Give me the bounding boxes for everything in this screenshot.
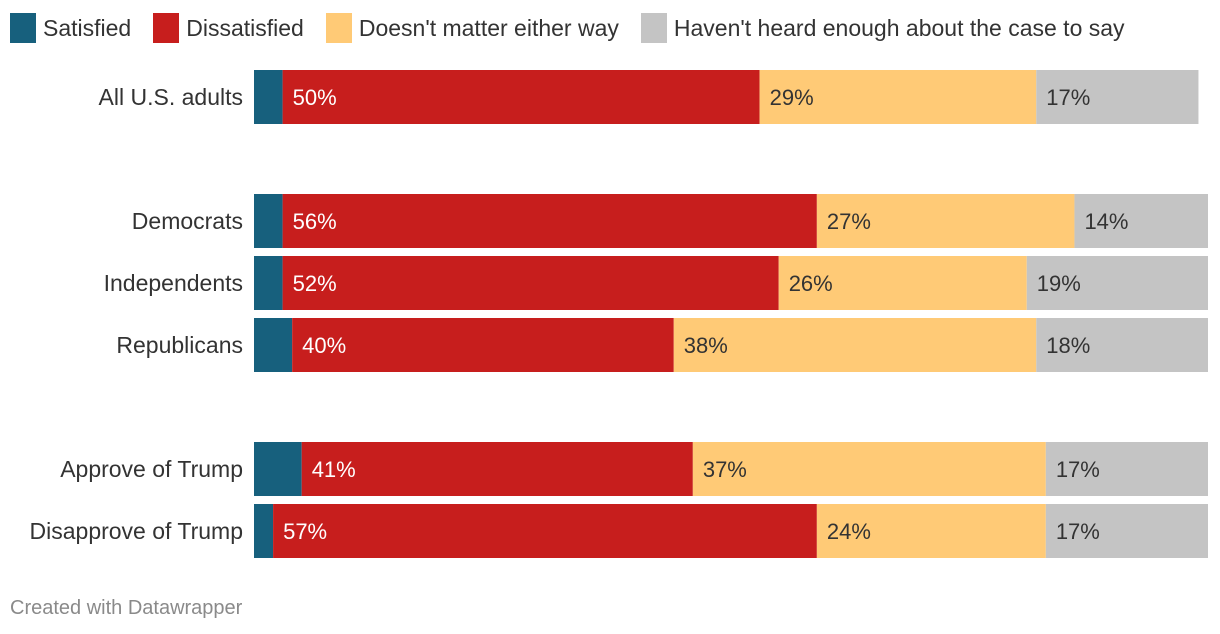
bar-segment-satisfied [254, 70, 283, 124]
bar-segment-haven-t-heard-enough-about-the-case-to-say [1074, 194, 1208, 248]
bar-segment-dissatisfied [282, 256, 779, 310]
legend-item-3: Haven't heard enough about the case to s… [640, 13, 1125, 43]
category-label: Republicans [116, 332, 243, 358]
legend-label: Haven't heard enough about the case to s… [673, 14, 1125, 41]
bar-segment-dissatisfied [282, 70, 760, 124]
data-label: 17% [1056, 457, 1100, 482]
bar-segment-doesn-t-matter-either-way [816, 194, 1075, 248]
bar-segment-doesn-t-matter-either-way [816, 504, 1046, 558]
bar-segment-satisfied [254, 442, 302, 496]
stacked-bar-chart: All U.S. adults 50% 29% 17% Democrats 56% 27% 1… [30, 70, 1208, 558]
category-label: Disapprove of Trump [30, 518, 243, 544]
bar-segment-haven-t-heard-enough-about-the-case-to-say [1036, 318, 1208, 372]
bar-segment-doesn-t-matter-either-way [759, 70, 1037, 124]
data-label: 41% [312, 457, 356, 482]
legend-item-1: Dissatisfied [153, 13, 304, 43]
bar-segment-haven-t-heard-enough-about-the-case-to-say [1045, 504, 1208, 558]
data-label: 56% [293, 209, 337, 234]
data-label: 37% [703, 457, 747, 482]
data-label: 40% [302, 333, 346, 358]
bar-segment-haven-t-heard-enough-about-the-case-to-say [1045, 442, 1208, 496]
bar-segment-haven-t-heard-enough-about-the-case-to-say [1036, 70, 1199, 124]
bar-segment-satisfied [254, 256, 283, 310]
legend-swatch [10, 13, 36, 43]
data-label: 52% [293, 271, 337, 296]
legend-swatch [153, 13, 180, 43]
category-label: Independents [104, 270, 243, 296]
legend-label: Dissatisfied [186, 14, 304, 41]
bar-segment-haven-t-heard-enough-about-the-case-to-say [1026, 256, 1208, 310]
footer-credit: Created with Datawrapper [10, 597, 243, 619]
category-label: Approve of Trump [60, 456, 243, 482]
bar-segment-satisfied [254, 318, 293, 372]
legend-swatch [640, 13, 667, 43]
bar-segment-dissatisfied [282, 194, 817, 248]
data-label: 18% [1046, 333, 1090, 358]
data-label: 19% [1037, 271, 1081, 296]
chart-legend: Satisfied Dissatisfied Doesn't matter eith… [10, 12, 1147, 44]
data-label: 14% [1084, 209, 1128, 234]
legend-item-2: Doesn't matter either way [325, 13, 619, 43]
bar-segment-satisfied [254, 504, 274, 558]
category-label: All U.S. adults [99, 84, 243, 110]
bar-segment-dissatisfied [301, 442, 693, 496]
data-label: 17% [1046, 85, 1090, 110]
bar-segment-dissatisfied [292, 318, 674, 372]
legend-swatch [325, 13, 352, 43]
legend-item-0: Satisfied [10, 13, 131, 43]
bar-segment-doesn-t-matter-either-way [692, 442, 1046, 496]
legend-label: Satisfied [43, 14, 132, 41]
bar-segment-doesn-t-matter-either-way [778, 256, 1027, 310]
category-label: Democrats [132, 208, 243, 234]
data-label: 38% [684, 333, 728, 358]
bar-segment-satisfied [254, 194, 283, 248]
data-label: 17% [1056, 519, 1100, 544]
data-label: 26% [789, 271, 833, 296]
bar-segment-dissatisfied [273, 504, 817, 558]
data-label: 24% [827, 519, 871, 544]
data-label: 29% [770, 85, 814, 110]
legend-label: Doesn't matter either way [358, 14, 619, 41]
data-label: 27% [827, 209, 871, 234]
data-label: 57% [283, 519, 327, 544]
data-label: 50% [293, 85, 337, 110]
bar-segment-doesn-t-matter-either-way [673, 318, 1037, 372]
